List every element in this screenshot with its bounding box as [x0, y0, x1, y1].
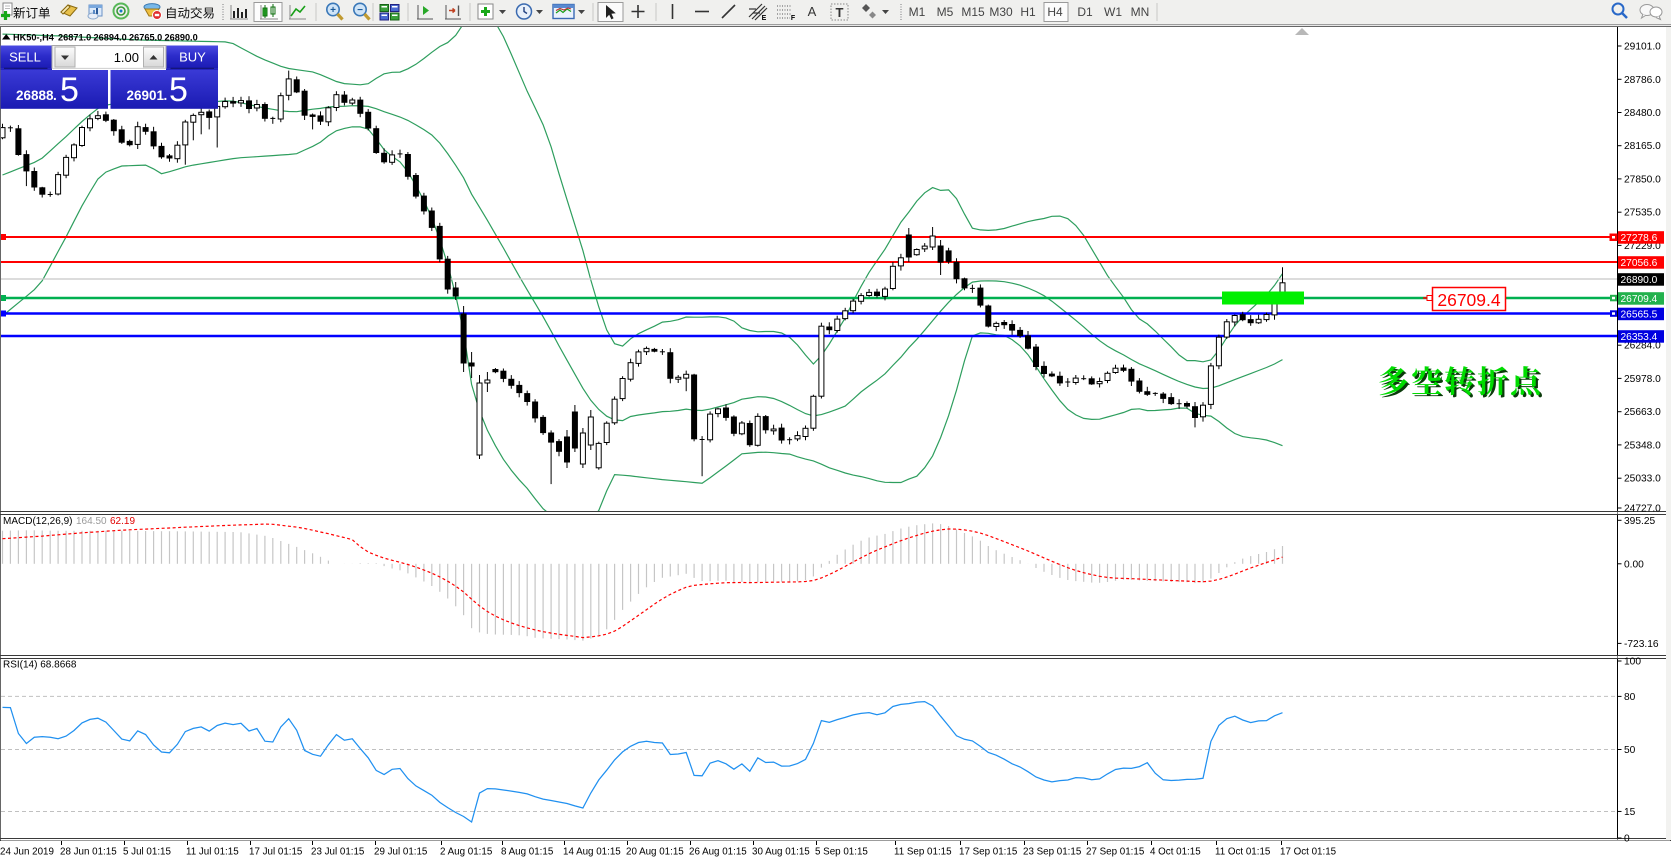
svg-text:26888: 26888 [16, 88, 54, 103]
svg-text:W1: W1 [1104, 5, 1122, 19]
svg-text:27535.0: 27535.0 [1624, 208, 1661, 219]
svg-text:26765.0: 26765.0 [129, 33, 162, 43]
svg-text:26890.0: 26890.0 [165, 33, 198, 43]
svg-text:15: 15 [1624, 807, 1636, 818]
svg-text:25348.0: 25348.0 [1624, 440, 1661, 451]
svg-text:26894.0: 26894.0 [94, 33, 127, 43]
svg-text:25033.0: 25033.0 [1624, 474, 1661, 485]
svg-text:F: F [791, 15, 796, 22]
svg-text:17 Sep 01:15: 17 Sep 01:15 [959, 847, 1018, 858]
svg-text:D1: D1 [1077, 5, 1093, 19]
svg-text:30 Aug 01:15: 30 Aug 01:15 [752, 847, 810, 858]
svg-text:RSI(14) 68.8668: RSI(14) 68.8668 [3, 660, 77, 671]
svg-text:25978.0: 25978.0 [1624, 374, 1661, 385]
svg-text:24 Jun 2019: 24 Jun 2019 [0, 847, 54, 858]
svg-text:SELL: SELL [9, 50, 41, 65]
svg-text:29 Jul 01:15: 29 Jul 01:15 [374, 847, 428, 858]
svg-text:BUY: BUY [179, 50, 206, 65]
svg-text:28786.0: 28786.0 [1624, 75, 1661, 86]
svg-text:5 Sep 01:15: 5 Sep 01:15 [815, 847, 868, 858]
svg-text:29101.0: 29101.0 [1624, 42, 1661, 53]
svg-text:27056.6: 27056.6 [1621, 258, 1658, 269]
svg-text:5 Jul 01:15: 5 Jul 01:15 [123, 847, 171, 858]
svg-text:27278.6: 27278.6 [1621, 233, 1658, 244]
svg-text:26709.4: 26709.4 [1621, 294, 1658, 305]
svg-text:26871.0: 26871.0 [58, 33, 91, 43]
svg-text:20 Aug 01:15: 20 Aug 01:15 [626, 847, 684, 858]
svg-text:0: 0 [1624, 834, 1630, 845]
svg-text:−: − [357, 5, 363, 16]
svg-text:M1: M1 [909, 5, 926, 19]
svg-text:50: 50 [1624, 745, 1636, 756]
svg-text:164.50: 164.50 [76, 516, 107, 527]
svg-text:27229.0: 27229.0 [1624, 241, 1661, 252]
svg-text:23 Sep 01:15: 23 Sep 01:15 [1023, 847, 1082, 858]
svg-text:4 Oct 01:15: 4 Oct 01:15 [1150, 847, 1201, 858]
svg-text:27 Sep 01:15: 27 Sep 01:15 [1086, 847, 1145, 858]
svg-text:27850.0: 27850.0 [1624, 174, 1661, 185]
svg-text:M15: M15 [961, 5, 985, 19]
svg-text:T: T [836, 5, 844, 20]
svg-text:MACD(12,26,9): MACD(12,26,9) [3, 516, 72, 527]
svg-text:28 Jun 01:15: 28 Jun 01:15 [60, 847, 117, 858]
svg-text:24727.0: 24727.0 [1624, 504, 1661, 515]
svg-text:26901: 26901 [127, 88, 165, 103]
svg-text:14 Aug 01:15: 14 Aug 01:15 [563, 847, 621, 858]
svg-text:HK50-,H4: HK50-,H4 [13, 33, 55, 43]
svg-text:.: . [53, 88, 57, 103]
svg-text:11 Sep 01:15: 11 Sep 01:15 [894, 847, 952, 858]
svg-text:62.19: 62.19 [110, 516, 135, 527]
svg-text:11 Oct 01:15: 11 Oct 01:15 [1215, 847, 1271, 858]
svg-text:+: + [330, 5, 336, 16]
svg-text:A: A [808, 4, 817, 19]
svg-text:-723.16: -723.16 [1624, 639, 1659, 650]
svg-text:26284.0: 26284.0 [1624, 341, 1661, 352]
svg-text:E: E [762, 15, 767, 22]
svg-text:26 Aug 01:15: 26 Aug 01:15 [689, 847, 747, 858]
svg-text:17 Oct 01:15: 17 Oct 01:15 [1280, 847, 1337, 858]
svg-text:MN: MN [1131, 5, 1150, 19]
svg-text:8 Aug 01:15: 8 Aug 01:15 [501, 847, 554, 858]
svg-text:M30: M30 [989, 5, 1013, 19]
svg-text:17 Jul 01:15: 17 Jul 01:15 [249, 847, 303, 858]
svg-text:23 Jul 01:15: 23 Jul 01:15 [311, 847, 365, 858]
svg-text:26353.4: 26353.4 [1621, 332, 1658, 343]
svg-text:1.00: 1.00 [114, 50, 139, 65]
svg-text:.: . [164, 88, 168, 103]
svg-text:25663.0: 25663.0 [1624, 407, 1661, 418]
svg-text:11 Jul 01:15: 11 Jul 01:15 [186, 847, 239, 858]
svg-text:M5: M5 [937, 5, 954, 19]
svg-text:5: 5 [60, 71, 79, 109]
svg-text:26890.0: 26890.0 [1621, 275, 1658, 286]
svg-text:0.00: 0.00 [1624, 559, 1644, 570]
svg-text:80: 80 [1624, 692, 1636, 703]
svg-text:2 Aug 01:15: 2 Aug 01:15 [440, 847, 493, 858]
svg-text:5: 5 [169, 71, 188, 109]
svg-text:28480.0: 28480.0 [1624, 108, 1661, 119]
svg-text:28165.0: 28165.0 [1624, 141, 1661, 152]
svg-text:H1: H1 [1020, 5, 1036, 19]
svg-text:26565.5: 26565.5 [1621, 310, 1658, 321]
svg-text:395.25: 395.25 [1624, 516, 1655, 527]
svg-text:26709.4: 26709.4 [1437, 290, 1501, 310]
svg-text:100: 100 [1624, 657, 1641, 668]
svg-text:H4: H4 [1047, 5, 1063, 19]
